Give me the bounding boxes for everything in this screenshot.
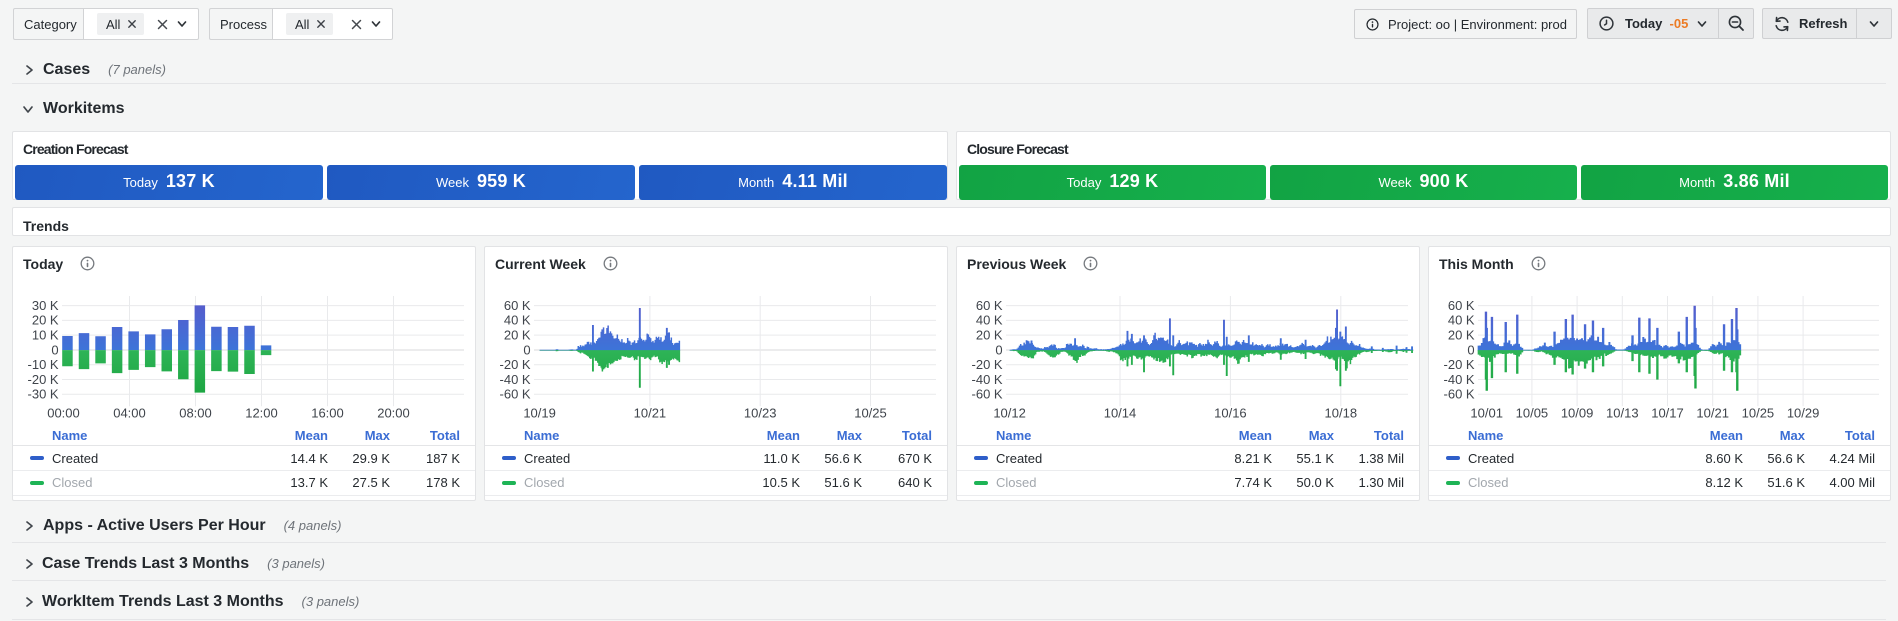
svg-text:10/23: 10/23 bbox=[744, 406, 777, 421]
svg-text:0: 0 bbox=[995, 342, 1002, 357]
svg-text:20 K: 20 K bbox=[504, 328, 531, 343]
svg-text:20 K: 20 K bbox=[976, 328, 1003, 343]
svg-text:-60 K: -60 K bbox=[972, 387, 1003, 402]
svg-text:60 K: 60 K bbox=[504, 298, 531, 313]
svg-text:-40 K: -40 K bbox=[1444, 372, 1475, 387]
svg-text:10/21: 10/21 bbox=[634, 406, 667, 421]
svg-text:20 K: 20 K bbox=[32, 313, 59, 328]
svg-text:-20 K: -20 K bbox=[1444, 357, 1475, 372]
svg-text:-40 K: -40 K bbox=[972, 372, 1003, 387]
svg-text:0: 0 bbox=[51, 342, 58, 357]
svg-text:10 K: 10 K bbox=[32, 328, 59, 343]
svg-text:10/16: 10/16 bbox=[1214, 406, 1247, 421]
svg-text:30 K: 30 K bbox=[32, 298, 59, 313]
svg-text:08:00: 08:00 bbox=[179, 406, 212, 421]
svg-text:-20 K: -20 K bbox=[500, 357, 531, 372]
svg-text:10/05: 10/05 bbox=[1516, 406, 1549, 421]
svg-text:16:00: 16:00 bbox=[311, 406, 344, 421]
svg-text:10/19: 10/19 bbox=[523, 406, 556, 421]
svg-text:20 K: 20 K bbox=[1448, 328, 1475, 343]
svg-text:10/09: 10/09 bbox=[1561, 406, 1594, 421]
svg-text:12:00: 12:00 bbox=[245, 406, 278, 421]
svg-text:40 K: 40 K bbox=[1448, 313, 1475, 328]
svg-text:-30 K: -30 K bbox=[28, 387, 59, 402]
svg-text:-60 K: -60 K bbox=[500, 387, 531, 402]
svg-text:10/29: 10/29 bbox=[1787, 406, 1820, 421]
svg-text:40 K: 40 K bbox=[504, 313, 531, 328]
svg-text:-40 K: -40 K bbox=[500, 372, 531, 387]
svg-text:-10 K: -10 K bbox=[28, 357, 59, 372]
svg-text:-20 K: -20 K bbox=[972, 357, 1003, 372]
svg-text:10/17: 10/17 bbox=[1651, 406, 1684, 421]
svg-text:60 K: 60 K bbox=[1448, 298, 1475, 313]
svg-text:-20 K: -20 K bbox=[28, 372, 59, 387]
svg-text:10/12: 10/12 bbox=[993, 406, 1026, 421]
svg-text:60 K: 60 K bbox=[976, 298, 1003, 313]
svg-text:10/14: 10/14 bbox=[1104, 406, 1137, 421]
svg-text:10/21: 10/21 bbox=[1696, 406, 1729, 421]
svg-text:40 K: 40 K bbox=[976, 313, 1003, 328]
svg-text:-60 K: -60 K bbox=[1444, 387, 1475, 402]
svg-text:20:00: 20:00 bbox=[377, 406, 410, 421]
svg-text:0: 0 bbox=[1467, 342, 1474, 357]
svg-text:00:00: 00:00 bbox=[47, 406, 80, 421]
svg-text:04:00: 04:00 bbox=[113, 406, 146, 421]
svg-text:10/01: 10/01 bbox=[1470, 406, 1503, 421]
svg-text:10/25: 10/25 bbox=[1742, 406, 1775, 421]
svg-text:0: 0 bbox=[523, 342, 530, 357]
svg-text:10/13: 10/13 bbox=[1606, 406, 1639, 421]
svg-text:10/18: 10/18 bbox=[1325, 406, 1358, 421]
svg-text:10/25: 10/25 bbox=[854, 406, 887, 421]
